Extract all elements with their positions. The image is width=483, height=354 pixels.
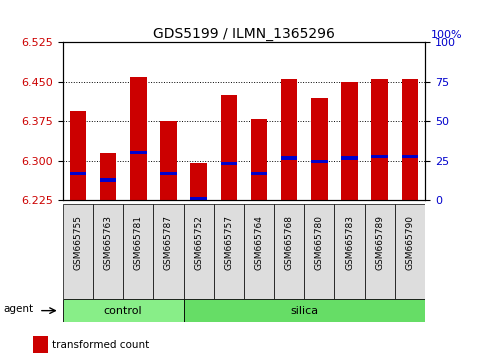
Bar (341, 156, 358, 160)
Bar (371, 79, 388, 200)
Bar (123, 204, 154, 299)
Bar (274, 204, 304, 299)
Text: GSM665790: GSM665790 (405, 215, 414, 270)
Bar (184, 204, 213, 299)
Bar (402, 79, 418, 200)
Bar (244, 204, 274, 299)
Text: GSM665764: GSM665764 (255, 215, 264, 270)
Bar (130, 76, 146, 200)
Bar (33, 336, 48, 353)
Bar (221, 95, 237, 200)
Bar (130, 151, 146, 154)
Text: GSM665768: GSM665768 (284, 215, 294, 270)
Text: transformed count: transformed count (53, 339, 150, 349)
Bar (184, 299, 425, 322)
Bar (93, 204, 123, 299)
Bar (341, 82, 358, 200)
Bar (281, 156, 298, 160)
Text: GSM665752: GSM665752 (194, 215, 203, 270)
Bar (334, 204, 365, 299)
Bar (304, 204, 334, 299)
Bar (281, 79, 298, 200)
Bar (63, 204, 93, 299)
Text: 100%: 100% (431, 30, 462, 40)
Bar (154, 204, 184, 299)
Bar (160, 121, 177, 200)
Bar (365, 204, 395, 299)
Bar (190, 163, 207, 200)
Text: GSM665755: GSM665755 (73, 215, 83, 270)
Bar (190, 197, 207, 200)
Text: GSM665780: GSM665780 (315, 215, 324, 270)
Bar (213, 204, 244, 299)
Text: GSM665789: GSM665789 (375, 215, 384, 270)
Bar (70, 111, 86, 200)
Bar (100, 153, 116, 200)
Text: GSM665783: GSM665783 (345, 215, 354, 270)
Bar (311, 160, 327, 163)
Text: agent: agent (3, 304, 33, 314)
Text: GSM665781: GSM665781 (134, 215, 143, 270)
Bar (100, 178, 116, 182)
Text: GSM665763: GSM665763 (103, 215, 113, 270)
Bar (221, 162, 237, 165)
Text: GSM665757: GSM665757 (224, 215, 233, 270)
Bar (160, 172, 177, 175)
Bar (251, 172, 267, 175)
Bar (251, 119, 267, 200)
Text: control: control (104, 306, 142, 316)
Text: GSM665787: GSM665787 (164, 215, 173, 270)
Bar (63, 299, 184, 322)
Bar (371, 155, 388, 158)
Bar (402, 155, 418, 158)
Bar (70, 172, 86, 175)
Text: silica: silica (290, 306, 318, 316)
Title: GDS5199 / ILMN_1365296: GDS5199 / ILMN_1365296 (153, 28, 335, 41)
Bar (311, 98, 327, 200)
Bar (395, 204, 425, 299)
